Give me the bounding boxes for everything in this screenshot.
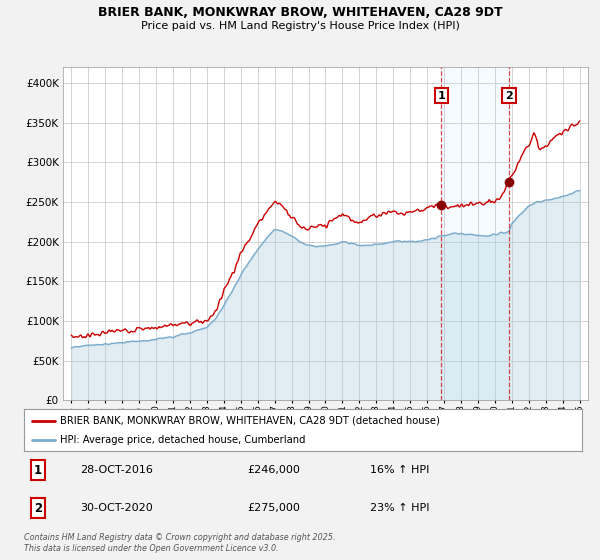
Text: 2: 2	[505, 91, 513, 101]
Text: 30-OCT-2020: 30-OCT-2020	[80, 503, 152, 513]
Bar	[441, 67, 509, 400]
Text: 28-OCT-2016: 28-OCT-2016	[80, 465, 152, 475]
Text: HPI: Average price, detached house, Cumberland: HPI: Average price, detached house, Cumb…	[60, 435, 306, 445]
Text: BRIER BANK, MONKWRAY BROW, WHITEHAVEN, CA28 9DT (detached house): BRIER BANK, MONKWRAY BROW, WHITEHAVEN, C…	[60, 416, 440, 426]
Text: £246,000: £246,000	[247, 465, 300, 475]
Text: BRIER BANK, MONKWRAY BROW, WHITEHAVEN, CA28 9DT: BRIER BANK, MONKWRAY BROW, WHITEHAVEN, C…	[98, 6, 502, 18]
Text: 2: 2	[34, 502, 42, 515]
Text: Price paid vs. HM Land Registry's House Price Index (HPI): Price paid vs. HM Land Registry's House …	[140, 21, 460, 31]
Text: £275,000: £275,000	[247, 503, 300, 513]
Text: Contains HM Land Registry data © Crown copyright and database right 2025.
This d: Contains HM Land Registry data © Crown c…	[24, 533, 335, 553]
Text: 1: 1	[34, 464, 42, 477]
Text: 1: 1	[437, 91, 445, 101]
Text: 16% ↑ HPI: 16% ↑ HPI	[370, 465, 430, 475]
Text: 23% ↑ HPI: 23% ↑ HPI	[370, 503, 430, 513]
